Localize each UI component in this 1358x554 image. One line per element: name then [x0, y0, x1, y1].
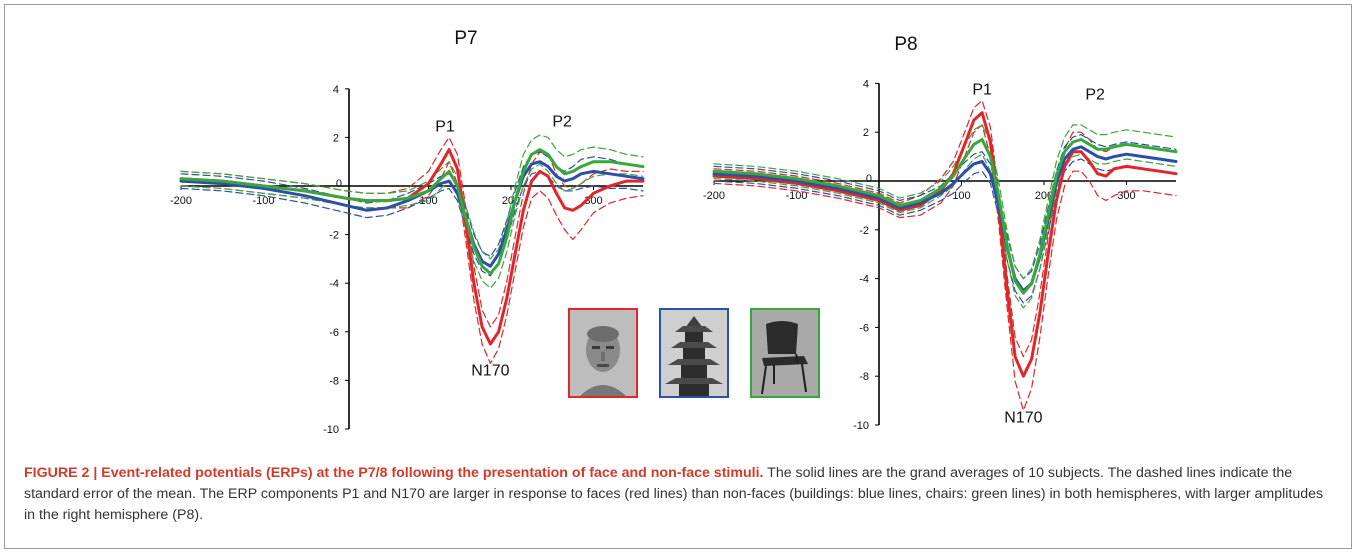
p7-y-tick-label: 0: [336, 178, 342, 190]
face-stimulus-image: [568, 308, 638, 398]
p7-x-tick-label: -100: [252, 195, 274, 207]
p7-annotation-n170: N170: [471, 363, 509, 380]
p8-building-dashed-line: [713, 158, 1177, 304]
caption-label: FIGURE 2 | Event-related potentials (ERP…: [24, 465, 764, 481]
chair-stimulus-image: [750, 308, 820, 398]
p8-face-dashed-line: [713, 99, 1177, 358]
p7-y-tick-label: 2: [333, 132, 339, 144]
p7-annotation-p2: P2: [552, 113, 572, 130]
p8-building-solid-line: [712, 145, 1178, 293]
p8-chair-dashed-line: [713, 153, 1177, 309]
p7-y-tick-label: -4: [329, 278, 339, 290]
p7-chair-solid-line: [179, 148, 645, 275]
p8-annotation-p2: P2: [1085, 86, 1105, 103]
p7-x-tick-label: -200: [170, 195, 192, 207]
p7-y-tick-label: -8: [329, 375, 339, 387]
p7-y-tick-label: -2: [329, 230, 339, 242]
p8-x-tick-label: -100: [785, 190, 807, 202]
p7-chair-dashed-line: [180, 163, 644, 289]
p7-annotation-p1: P1: [435, 118, 455, 135]
p8-y-tick-label: -8: [859, 371, 869, 383]
caption-text: The solid lines are the grand averages o…: [24, 465, 1324, 523]
p8-building-dashed-line: [713, 134, 1177, 280]
p8-y-tick-label: -6: [859, 322, 869, 334]
p7-chart-title: P7: [454, 28, 477, 49]
p8-face-dashed-line: [713, 124, 1177, 411]
p7-building-dashed-line: [180, 151, 644, 258]
p8-x-tick-label: -200: [703, 190, 725, 202]
p7-y-tick-label: 4: [333, 84, 339, 96]
p8-chair-solid-line: [712, 138, 1178, 295]
figure-frame: [4, 4, 1352, 549]
p8-annotation-n170: N170: [1004, 410, 1042, 427]
p8-x-tick-label: 100: [952, 190, 970, 202]
p8-y-tick-label: -10: [853, 420, 869, 432]
p7-building-dashed-line: [180, 170, 644, 277]
p7-building-solid-line: [179, 160, 645, 268]
p8-annotation-p1: P1: [972, 81, 992, 98]
p8-face-solid-line: [712, 111, 1178, 378]
p8-y-tick-label: 0: [866, 173, 872, 185]
p8-y-tick-label: 4: [863, 78, 869, 90]
p8-y-tick-label: -4: [859, 274, 869, 286]
p8-y-tick-label: -2: [859, 225, 869, 237]
p7-chair-dashed-line: [180, 134, 644, 260]
p8-x-tick-label: 300: [1117, 190, 1135, 202]
p8-chart-title: P8: [894, 34, 917, 55]
p8-y-tick-label: 2: [863, 127, 869, 139]
p7-y-tick-label: -6: [329, 327, 339, 339]
figure-caption: FIGURE 2 | Event-related potentials (ERP…: [24, 463, 1336, 526]
p7-y-tick-label: -10: [323, 424, 339, 436]
building-stimulus-image: [659, 308, 729, 398]
p8-chair-dashed-line: [713, 124, 1177, 280]
